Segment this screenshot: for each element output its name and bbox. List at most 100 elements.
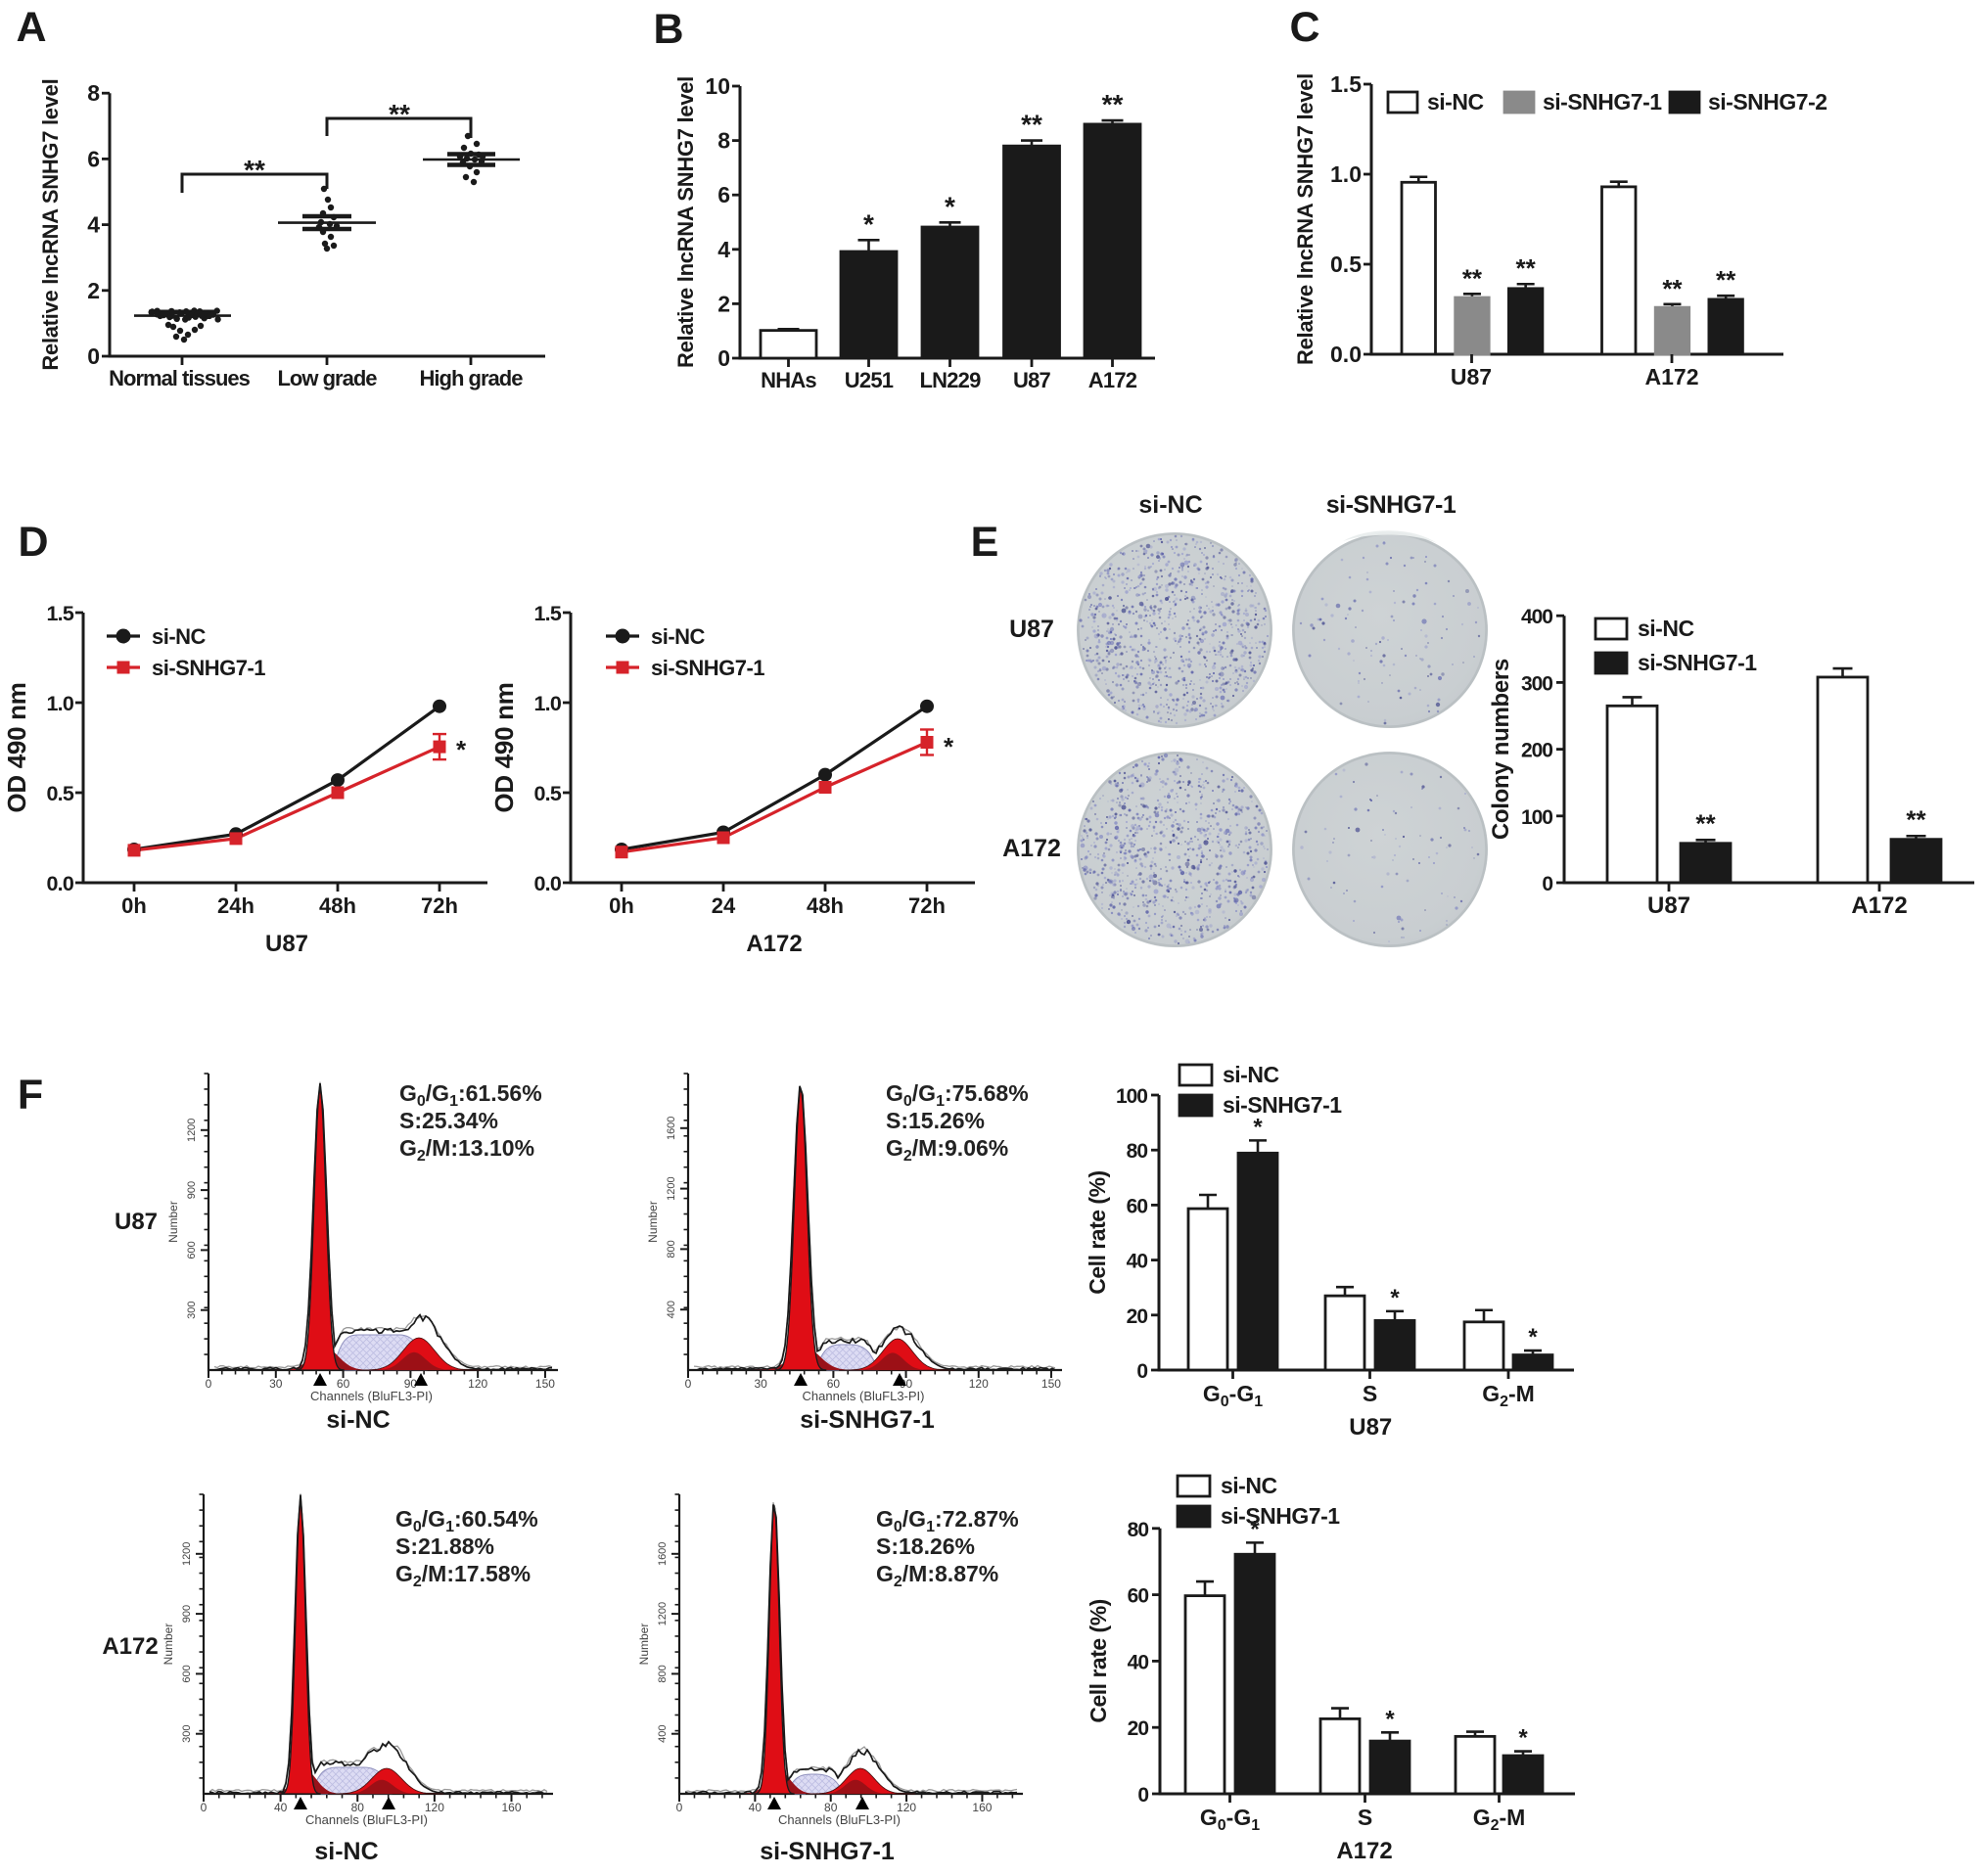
svg-text:S: S bbox=[1363, 1381, 1377, 1406]
svg-text:1.5: 1.5 bbox=[1330, 71, 1362, 97]
svg-text:*: * bbox=[1528, 1324, 1538, 1350]
svg-text:0.5: 0.5 bbox=[534, 782, 562, 805]
svg-text:80: 80 bbox=[824, 1801, 838, 1814]
svg-text:si-NC: si-NC bbox=[326, 1406, 390, 1434]
svg-text:72h: 72h bbox=[908, 893, 946, 918]
svg-text:si-SNHG7-1: si-SNHG7-1 bbox=[1223, 1092, 1342, 1118]
svg-text:20: 20 bbox=[1128, 1717, 1149, 1740]
svg-text:150: 150 bbox=[1041, 1377, 1061, 1391]
svg-text:E: E bbox=[971, 519, 999, 566]
svg-text:**: ** bbox=[1021, 110, 1042, 140]
svg-text:**: ** bbox=[389, 99, 410, 129]
svg-text:900: 900 bbox=[181, 1605, 193, 1623]
svg-text:Number: Number bbox=[162, 1624, 175, 1666]
svg-text:Cell rate (%): Cell rate (%) bbox=[1086, 1599, 1111, 1722]
svg-text:**: ** bbox=[1695, 808, 1716, 838]
svg-text:Low grade: Low grade bbox=[277, 366, 377, 390]
svg-text:60: 60 bbox=[1128, 1585, 1149, 1608]
svg-text:si-NC: si-NC bbox=[1223, 1062, 1279, 1087]
svg-text:**: ** bbox=[1906, 804, 1926, 834]
svg-text:24h: 24h bbox=[217, 893, 254, 918]
svg-text:si-SNHG7-1: si-SNHG7-1 bbox=[1326, 491, 1456, 519]
svg-text:0: 0 bbox=[87, 343, 100, 369]
svg-text:4: 4 bbox=[87, 212, 100, 238]
svg-text:si-SNHG7-1: si-SNHG7-1 bbox=[800, 1406, 935, 1434]
svg-text:Relative lncRNA SNHG7 level: Relative lncRNA SNHG7 level bbox=[1293, 73, 1318, 365]
svg-text:1.0: 1.0 bbox=[47, 692, 74, 715]
svg-text:0: 0 bbox=[1542, 873, 1552, 895]
svg-text:0.0: 0.0 bbox=[47, 872, 74, 895]
svg-text:**: ** bbox=[1102, 89, 1124, 119]
svg-text:1.0: 1.0 bbox=[1330, 161, 1362, 187]
svg-text:U87: U87 bbox=[1349, 1414, 1392, 1441]
svg-text:800: 800 bbox=[657, 1665, 669, 1682]
svg-text:S:15.26%: S:15.26% bbox=[886, 1108, 985, 1133]
svg-text:A172: A172 bbox=[1645, 364, 1699, 389]
svg-text:80: 80 bbox=[351, 1801, 365, 1814]
svg-text:S: S bbox=[1358, 1805, 1372, 1830]
svg-text:1.5: 1.5 bbox=[47, 602, 74, 625]
svg-text:G2-M: G2-M bbox=[1473, 1805, 1526, 1834]
svg-text:Number: Number bbox=[646, 1201, 660, 1243]
svg-text:G0/G1:75.68%: G0/G1:75.68% bbox=[886, 1080, 1029, 1110]
svg-text:A: A bbox=[16, 4, 46, 51]
svg-text:72h: 72h bbox=[421, 893, 458, 918]
svg-text:40: 40 bbox=[274, 1801, 288, 1814]
svg-text:si-SNHG7-1: si-SNHG7-1 bbox=[1221, 1503, 1340, 1529]
svg-text:*: * bbox=[1250, 1516, 1260, 1542]
svg-text:si-SNHG7-1: si-SNHG7-1 bbox=[1543, 89, 1662, 114]
svg-text:900: 900 bbox=[186, 1181, 198, 1199]
svg-text:si-SNHG7-1: si-SNHG7-1 bbox=[651, 656, 764, 680]
svg-text:S:21.88%: S:21.88% bbox=[395, 1533, 494, 1559]
svg-text:8: 8 bbox=[87, 80, 100, 106]
svg-text:150: 150 bbox=[535, 1377, 555, 1391]
svg-text:si-NC: si-NC bbox=[1221, 1473, 1277, 1498]
svg-text:0.5: 0.5 bbox=[47, 782, 74, 805]
svg-text:*: * bbox=[456, 735, 467, 764]
svg-text:NHAs: NHAs bbox=[761, 368, 816, 392]
svg-text:80: 80 bbox=[1128, 1519, 1149, 1541]
svg-text:1200: 1200 bbox=[657, 1602, 669, 1625]
svg-text:si-NC: si-NC bbox=[314, 1838, 378, 1865]
svg-text:High grade: High grade bbox=[420, 366, 524, 390]
svg-text:*: * bbox=[1518, 1725, 1528, 1752]
svg-text:300: 300 bbox=[186, 1302, 198, 1319]
svg-text:8: 8 bbox=[717, 128, 730, 154]
svg-text:S:18.26%: S:18.26% bbox=[876, 1533, 975, 1559]
svg-text:Relative lncRNA SNHG7 level: Relative lncRNA SNHG7 level bbox=[673, 76, 698, 368]
svg-text:160: 160 bbox=[501, 1801, 521, 1814]
svg-text:1600: 1600 bbox=[666, 1117, 677, 1140]
svg-text:A172: A172 bbox=[1002, 835, 1061, 862]
svg-text:F: F bbox=[18, 1072, 43, 1119]
svg-text:A172: A172 bbox=[1088, 368, 1137, 392]
svg-text:Channels (BluFL3-PI): Channels (BluFL3-PI) bbox=[305, 1812, 428, 1827]
svg-text:0.0: 0.0 bbox=[534, 872, 562, 895]
svg-text:**: ** bbox=[1516, 253, 1537, 283]
svg-text:Number: Number bbox=[166, 1201, 180, 1243]
svg-text:0: 0 bbox=[201, 1801, 208, 1814]
svg-text:Relative lncRNA SNHG7 level: Relative lncRNA SNHG7 level bbox=[38, 79, 63, 371]
svg-text:si-SNHG7-1: si-SNHG7-1 bbox=[152, 656, 265, 680]
svg-text:6: 6 bbox=[717, 182, 730, 207]
svg-text:si-NC: si-NC bbox=[152, 624, 207, 649]
svg-text:U87: U87 bbox=[1009, 616, 1054, 643]
svg-text:400: 400 bbox=[657, 1725, 669, 1743]
svg-text:80: 80 bbox=[1127, 1140, 1148, 1163]
svg-text:40: 40 bbox=[749, 1801, 763, 1814]
svg-text:1600: 1600 bbox=[657, 1542, 669, 1566]
svg-text:2: 2 bbox=[87, 278, 100, 303]
svg-text:*: * bbox=[1390, 1285, 1400, 1311]
svg-text:U87: U87 bbox=[265, 931, 308, 957]
svg-text:4: 4 bbox=[717, 237, 730, 262]
svg-text:si-SNHG7-2: si-SNHG7-2 bbox=[1708, 89, 1827, 114]
svg-text:si-NC: si-NC bbox=[1427, 89, 1484, 114]
svg-text:0.0: 0.0 bbox=[1330, 342, 1362, 367]
svg-text:120: 120 bbox=[425, 1801, 444, 1814]
svg-text:U87: U87 bbox=[1451, 364, 1492, 389]
svg-text:G0-G1: G0-G1 bbox=[1203, 1381, 1263, 1410]
svg-text:Channels (BluFL3-PI): Channels (BluFL3-PI) bbox=[310, 1389, 433, 1403]
svg-text:800: 800 bbox=[666, 1240, 677, 1258]
svg-text:C: C bbox=[1289, 4, 1319, 51]
svg-text:0: 0 bbox=[676, 1801, 683, 1814]
svg-text:300: 300 bbox=[1521, 672, 1552, 695]
